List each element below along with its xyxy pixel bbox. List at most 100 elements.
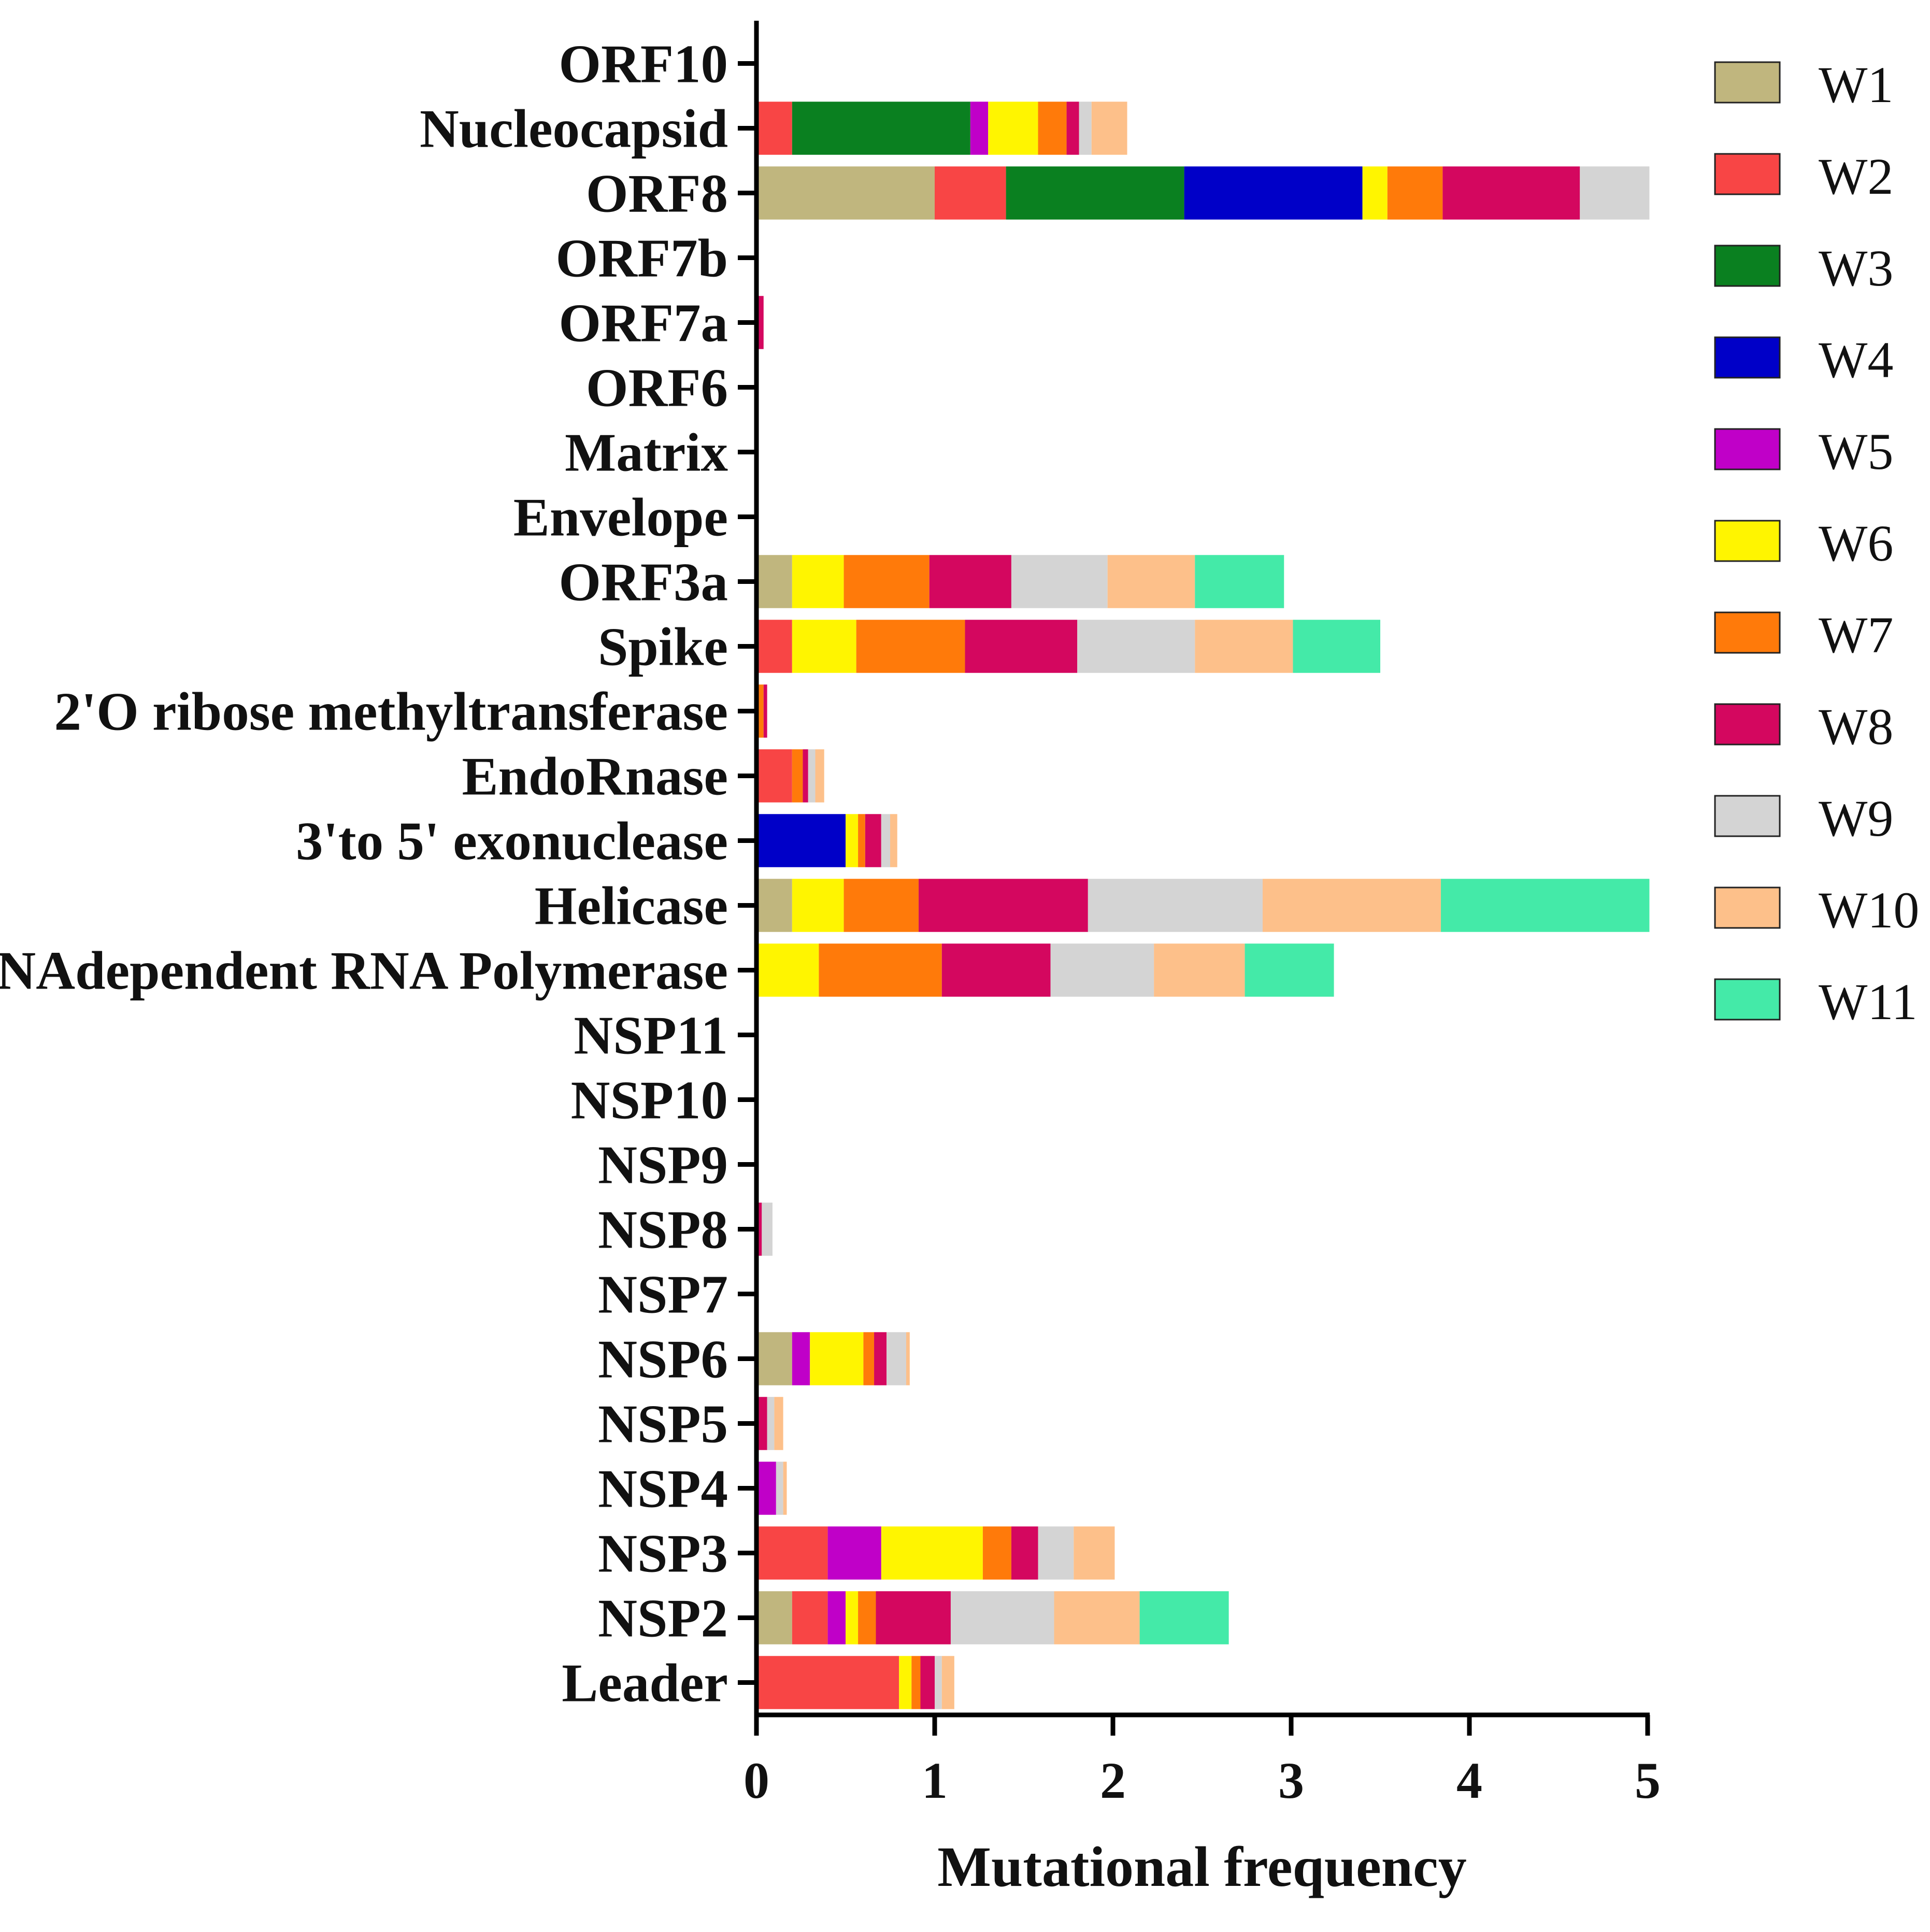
legend-swatch-w11	[1714, 978, 1781, 1021]
category-label-orf3a: ORF3a	[559, 552, 728, 612]
bar-nsp2-w1	[756, 1591, 792, 1644]
bar-nsp5-w10	[774, 1397, 783, 1450]
bar-orf8-w9	[1580, 166, 1650, 220]
category-label-nsp8: NSP8	[598, 1199, 728, 1260]
axes-layer	[738, 21, 1650, 1718]
legend-swatch-w6	[1714, 520, 1781, 562]
bar-helicase-w10	[1262, 879, 1441, 932]
bar-nsp6-w6	[810, 1332, 864, 1385]
bar-nsp2-w9	[950, 1591, 1054, 1644]
bar-helicase-w9	[1088, 879, 1263, 932]
bar-orf3a-w11	[1195, 555, 1284, 608]
bar-helicase-w8	[919, 879, 1088, 932]
category-label-orf7a: ORF7a	[559, 293, 728, 353]
bar-leader-w9	[935, 1656, 942, 1709]
bar-nucleocapsid-w2	[756, 102, 792, 155]
bar-nsp3-w2	[756, 1526, 828, 1580]
bar-nsp6-w7	[863, 1332, 875, 1385]
bar-orf3a-w9	[1011, 555, 1108, 608]
bar-nsp8-w9	[762, 1203, 773, 1256]
bar-spike-w8	[965, 620, 1078, 673]
category-label-helicase: Helicase	[535, 876, 728, 936]
bar-spike-w6	[792, 620, 856, 673]
bar-nsp5-w8	[756, 1397, 767, 1450]
bar-spike-w7	[856, 620, 965, 673]
category-label-orf7b: ORF7b	[555, 228, 728, 289]
legend-swatch-w10	[1714, 886, 1781, 929]
bar-nsp3-w8	[1011, 1526, 1038, 1580]
category-label-2-o-ribose-methyltransferase: 2'O ribose methyltransferase	[54, 681, 728, 742]
bar-orf3a-w6	[792, 555, 844, 608]
bar-helicase-w6	[792, 879, 844, 932]
x-tick-label-0: 0	[744, 1752, 769, 1809]
bar-nsp2-w11	[1139, 1591, 1229, 1644]
category-label-nsp11: NSP11	[574, 1005, 728, 1066]
legend-label-w11: W11	[1819, 973, 1918, 1031]
bar-nsp3-w9	[1038, 1526, 1074, 1580]
bar-orf8-w1	[756, 166, 935, 220]
x-tick-label-5: 5	[1635, 1752, 1661, 1809]
category-label-rnadependent-rna-polymerase: RNAdependent RNA Polymerase	[0, 940, 728, 1001]
bar-nsp5-w9	[767, 1397, 775, 1450]
y-axis-category-labels: ORF10NucleocapsidORF8ORF7bORF7aORF6Matri…	[0, 34, 728, 1713]
bar-nsp2-w7	[858, 1591, 876, 1644]
bar-nsp6-w10	[906, 1332, 910, 1385]
category-label-matrix: Matrix	[565, 422, 728, 483]
category-label-nsp3: NSP3	[598, 1523, 728, 1584]
bar-nsp2-w10	[1054, 1591, 1140, 1644]
bar-nsp3-w10	[1074, 1526, 1115, 1580]
x-axis-ticks: 0 1 2 3 4 5	[744, 1715, 1661, 1809]
legend-swatch-w5	[1714, 428, 1781, 470]
bar-nsp8-w8	[756, 1203, 762, 1256]
bar-leader-w2	[756, 1656, 899, 1709]
bar-rnadependent-rna-polymerase-w8	[941, 943, 1051, 997]
bar-orf3a-w1	[756, 555, 792, 608]
bar-endornase-w2	[756, 749, 792, 803]
bar-rnadependent-rna-polymerase-w10	[1154, 943, 1245, 997]
category-label-endornase: EndoRnase	[462, 746, 728, 807]
legend-swatch-w4	[1714, 336, 1781, 379]
legend-label-w6: W6	[1819, 514, 1893, 572]
bar-nsp3-w5	[827, 1526, 881, 1580]
bar-leader-w8	[920, 1656, 935, 1709]
bar-endornase-w10	[815, 749, 824, 803]
legend-label-w7: W7	[1819, 606, 1893, 664]
bar-nucleocapsid-w9	[1079, 102, 1092, 155]
bar-nsp3-w7	[982, 1526, 1011, 1580]
legend-swatch-w7	[1714, 611, 1781, 654]
x-tick-label-2: 2	[1100, 1752, 1126, 1809]
bar-3-to-5-exonuclease-w9	[881, 814, 890, 867]
legend-label-w1: W1	[1819, 56, 1893, 113]
bar-orf8-w6	[1362, 166, 1388, 220]
bar-orf3a-w7	[844, 555, 930, 608]
bar-nsp4-w5	[756, 1462, 776, 1515]
bar-spike-w9	[1077, 620, 1195, 673]
category-label-orf6: ORF6	[586, 357, 728, 418]
x-tick-label-1: 1	[922, 1752, 948, 1809]
bar-3-to-5-exonuclease-w10	[890, 814, 897, 867]
legend-swatch-w1	[1714, 61, 1781, 104]
category-label-orf8: ORF8	[586, 163, 728, 224]
legend-label-w4: W4	[1819, 331, 1893, 389]
bar-3-to-5-exonuclease-w4	[756, 814, 846, 867]
legend-label-w8: W8	[1819, 698, 1893, 755]
bar-nucleocapsid-w8	[1066, 102, 1079, 155]
legend-swatch-w8	[1714, 703, 1781, 746]
bar-nucleocapsid-w7	[1038, 102, 1067, 155]
bar-leader-w7	[911, 1656, 921, 1709]
category-label-orf10: ORF10	[559, 34, 728, 94]
bar-3-to-5-exonuclease-w6	[846, 814, 859, 867]
category-label-nsp9: NSP9	[598, 1135, 728, 1195]
bar-endornase-w8	[803, 749, 808, 803]
legend: W1 W2 W3 W4 W5 W6 W7 W8 W9 W10 W11	[1714, 56, 1919, 1031]
category-label-3-to-5-exonuclease: 3'to 5' exonuclease	[296, 811, 728, 871]
legend-swatch-w9	[1714, 795, 1781, 837]
bar-rnadependent-rna-polymerase-w11	[1245, 943, 1334, 997]
category-label-spike: Spike	[598, 617, 728, 677]
bar-orf8-w4	[1184, 166, 1363, 220]
bar-rnadependent-rna-polymerase-w9	[1050, 943, 1154, 997]
bar-orf3a-w10	[1107, 555, 1195, 608]
category-label-nsp4: NSP4	[598, 1458, 728, 1519]
category-label-nsp5: NSP5	[598, 1394, 728, 1454]
